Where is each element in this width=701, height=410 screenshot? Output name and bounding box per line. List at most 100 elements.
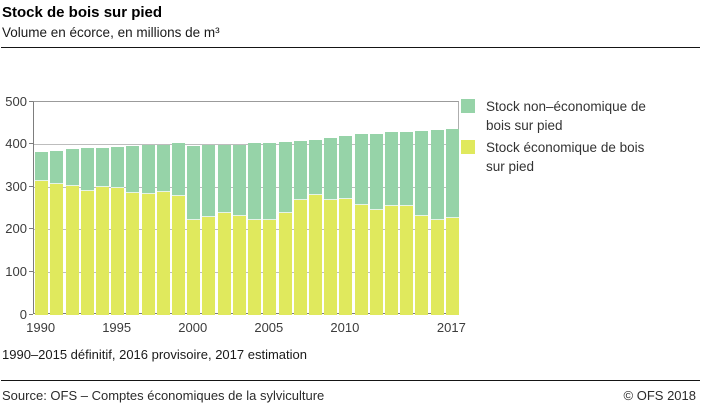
bar-segment-non-economic-2002: [217, 145, 231, 214]
bar-segment-economic-1996: [126, 193, 140, 315]
bar-segment-non-economic-2006: [278, 142, 292, 213]
bar-2000: [187, 145, 201, 315]
bar-segment-non-economic-2001: [202, 145, 216, 217]
bar-segment-economic-1992: [65, 185, 79, 315]
y-axis-tick-500: [29, 100, 33, 102]
bar-segment-non-economic-2003: [232, 144, 246, 217]
y-axis-label-300: 300: [5, 178, 27, 194]
bar-segment-non-economic-1999: [172, 142, 186, 196]
bar-segment-economic-2013: [385, 205, 399, 315]
legend-label-non-economic: Stock non–économique de bois sur pied: [486, 99, 646, 133]
bar-segment-economic-2002: [217, 213, 231, 315]
y-axis-label-200: 200: [5, 221, 27, 237]
x-axis-label-2005: 2005: [254, 320, 284, 335]
footer-divider: [1, 380, 700, 381]
gridline-100: [34, 271, 458, 273]
bar-2016: [430, 130, 444, 315]
bar-2002: [217, 145, 231, 315]
legend-item-economic: Stock économique de bois sur pied: [461, 138, 671, 176]
bar-segment-non-economic-2004: [248, 143, 262, 220]
bar-segment-economic-2016: [430, 219, 444, 315]
bar-segment-economic-2017: [445, 218, 459, 315]
y-axis-tick-0: [29, 313, 33, 315]
bar-segment-non-economic-1998: [156, 144, 170, 193]
plot-area: [33, 101, 459, 315]
bar-segment-economic-1990: [35, 180, 49, 315]
legend-item-non-economic: Stock non–économique de bois sur pied: [461, 97, 671, 135]
bar-segment-economic-1993: [80, 191, 94, 315]
bar-2009: [324, 138, 338, 315]
legend-swatch-non-economic: [461, 99, 475, 113]
bar-segment-non-economic-2011: [354, 134, 368, 205]
y-axis-label-400: 400: [5, 136, 27, 152]
bar-segment-non-economic-1992: [65, 149, 79, 186]
bar-2003: [232, 144, 246, 315]
y-axis-label-100: 100: [5, 263, 27, 279]
bar-segment-economic-2001: [202, 217, 216, 315]
bar-segment-non-economic-2016: [430, 130, 444, 220]
bar-segment-non-economic-2000: [187, 145, 201, 220]
bar-2008: [308, 139, 322, 315]
y-axis-label-500: 500: [5, 93, 27, 109]
bar-segment-economic-2014: [400, 205, 414, 315]
x-axis-label-2000: 2000: [178, 320, 208, 335]
footnote: 1990–2015 définitif, 2016 provisoire, 20…: [2, 347, 307, 362]
bar-segment-non-economic-1996: [126, 145, 140, 194]
x-axis-label-1995: 1995: [102, 320, 132, 335]
gridline-200: [34, 229, 458, 231]
bar-segment-non-economic-2013: [385, 132, 399, 206]
bar-1996: [126, 145, 140, 315]
bar-2013: [385, 132, 399, 315]
bar-2004: [248, 143, 262, 315]
bar-segment-non-economic-1993: [80, 148, 94, 192]
bar-segment-economic-1995: [111, 188, 125, 315]
bar-segment-non-economic-2014: [400, 131, 414, 206]
bar-segment-non-economic-2005: [263, 142, 277, 220]
bar-segment-economic-1998: [156, 192, 170, 315]
x-axis-label-2010: 2010: [330, 320, 360, 335]
bar-segment-economic-2015: [415, 215, 429, 315]
bar-segment-non-economic-1994: [95, 147, 109, 187]
legend-swatch-economic: [461, 140, 475, 154]
bar-segment-economic-2005: [263, 219, 277, 315]
bar-segment-non-economic-2007: [293, 141, 307, 200]
copyright-text: © OFS 2018: [623, 388, 696, 403]
chart-title: Stock de bois sur pied: [2, 4, 163, 21]
bar-1998: [156, 144, 170, 315]
bar-2006: [278, 142, 292, 315]
bar-2017: [445, 129, 459, 315]
bar-segment-economic-2012: [369, 209, 383, 315]
bar-2011: [354, 134, 368, 315]
bar-segment-non-economic-1997: [141, 145, 155, 195]
x-axis-label-2017: 2017: [436, 320, 466, 335]
bar-segment-non-economic-1991: [50, 150, 64, 185]
bar-segment-economic-2010: [339, 198, 353, 315]
y-axis-tick-100: [29, 270, 33, 272]
bar-segment-economic-1994: [95, 186, 109, 315]
bar-segment-economic-2004: [248, 219, 262, 315]
x-axis-label-1990: 1990: [26, 320, 56, 335]
bar-segment-economic-2011: [354, 204, 368, 315]
bar-segment-non-economic-1990: [35, 152, 49, 181]
gridline-400: [34, 144, 458, 146]
bar-segment-economic-1997: [141, 194, 155, 315]
bar-2012: [369, 133, 383, 315]
bar-segment-economic-1999: [172, 195, 186, 315]
bar-2010: [339, 136, 353, 315]
y-axis-tick-400: [29, 143, 33, 145]
y-axis-tick-200: [29, 228, 33, 230]
bar-segment-non-economic-2010: [339, 136, 353, 199]
bar-1990: [35, 152, 49, 315]
bar-1999: [172, 142, 186, 315]
bar-1995: [111, 146, 125, 315]
bar-1992: [65, 149, 79, 315]
bar-segment-economic-2003: [232, 216, 246, 315]
bar-segment-economic-2007: [293, 199, 307, 315]
bar-1993: [80, 148, 94, 315]
chart-subtitle: Volume en écorce, en millions de m³: [2, 25, 220, 40]
bar-segment-non-economic-2012: [369, 133, 383, 210]
bar-segment-economic-2000: [187, 219, 201, 315]
bar-segment-economic-1991: [50, 184, 64, 315]
bar-2007: [293, 141, 307, 315]
